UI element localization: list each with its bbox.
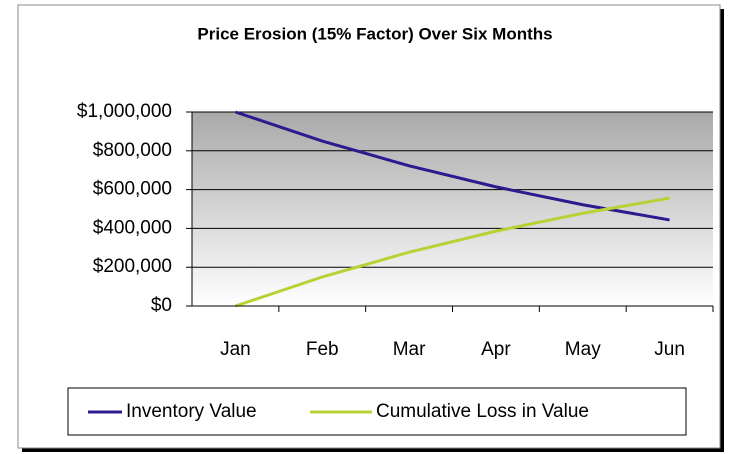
series-line (234, 196, 670, 308)
y-tick-label: $800,000 (93, 140, 172, 161)
chart-title: Price Erosion (15% Factor) Over Six Mont… (197, 24, 552, 43)
x-tick-label: Jan (220, 339, 251, 360)
legend-label: Cumulative Loss in Value (376, 401, 589, 422)
y-tick-label: $0 (151, 295, 172, 316)
y-tick-label: $600,000 (93, 179, 172, 200)
plot-area (192, 112, 713, 306)
x-tick-label: May (565, 339, 601, 360)
y-tick-label: $1,000,000 (77, 101, 172, 122)
legend-label: Inventory Value (126, 401, 257, 422)
x-tick-label: Mar (393, 339, 426, 360)
legend (67, 387, 687, 436)
series-line (234, 110, 670, 222)
x-tick-label: Jun (654, 339, 685, 360)
x-tick-label: Apr (481, 339, 511, 360)
x-tick-label: Feb (306, 339, 339, 360)
y-tick-label: $200,000 (93, 256, 172, 277)
y-tick-label: $400,000 (93, 217, 172, 238)
